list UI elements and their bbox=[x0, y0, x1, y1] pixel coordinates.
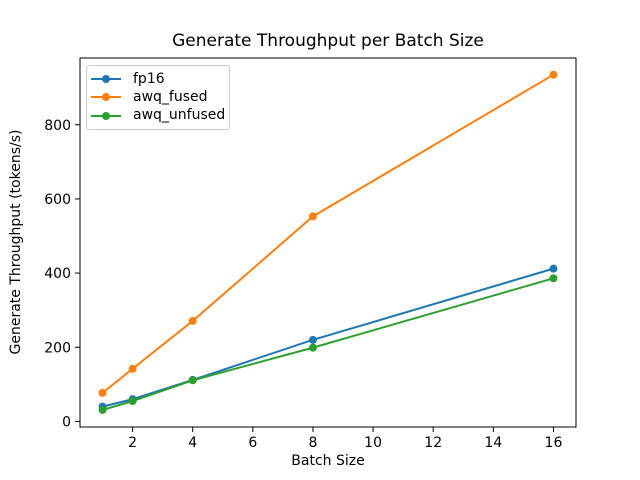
y-axis-label: Generate Throughput (tokens/s) bbox=[8, 129, 24, 355]
x-tick-label: 14 bbox=[484, 435, 502, 451]
legend-item-awq-fused: awq_fused bbox=[91, 88, 223, 106]
series-marker-awq_unfused bbox=[308, 343, 317, 352]
x-axis-label: Batch Size bbox=[291, 453, 365, 469]
y-tick-label: 0 bbox=[62, 414, 71, 430]
series-marker-awq_unfused bbox=[128, 397, 137, 406]
x-tick-label: 4 bbox=[188, 435, 197, 451]
series-marker-awq_unfused bbox=[188, 376, 197, 385]
axes-frame bbox=[79, 57, 577, 428]
x-tick-label: 10 bbox=[364, 435, 382, 451]
legend-label-awq-unfused: awq_unfused bbox=[133, 107, 226, 124]
legend-marker-dot-icon bbox=[102, 93, 110, 102]
legend-marker-dot-icon bbox=[102, 75, 110, 84]
series-marker-awq_fused bbox=[188, 316, 197, 325]
series-marker-fp16 bbox=[549, 264, 558, 273]
y-tick-label: 200 bbox=[44, 340, 71, 356]
series-marker-awq_unfused bbox=[549, 274, 558, 283]
y-tick-label: 600 bbox=[44, 192, 71, 208]
legend-line-sample-icon bbox=[91, 111, 121, 120]
x-tick-label: 8 bbox=[309, 435, 318, 451]
x-tick-label: 12 bbox=[424, 435, 442, 451]
legend: fp16 awq_fused awq_unfused bbox=[86, 65, 230, 130]
series-line-awq_unfused bbox=[102, 277, 554, 411]
legend-item-fp16: fp16 bbox=[91, 70, 223, 88]
legend-item-awq-unfused: awq_unfused bbox=[91, 107, 226, 125]
y-tick-label: 800 bbox=[44, 118, 71, 134]
series-marker-awq_fused bbox=[308, 212, 317, 221]
x-tick-label: 6 bbox=[248, 435, 257, 451]
x-tick-label: 2 bbox=[128, 435, 137, 451]
legend-label-fp16: fp16 bbox=[133, 70, 165, 87]
legend-label-awq-fused: awq_fused bbox=[133, 88, 208, 105]
chart-title: Generate Throughput per Batch Size bbox=[172, 31, 484, 51]
legend-line-sample-icon bbox=[91, 75, 121, 84]
legend-marker-dot-icon bbox=[102, 111, 110, 120]
series-marker-awq_unfused bbox=[98, 405, 107, 414]
series-marker-fp16 bbox=[308, 335, 317, 344]
series-marker-awq_fused bbox=[549, 70, 558, 79]
series-marker-awq_fused bbox=[128, 364, 137, 373]
series-marker-awq_fused bbox=[98, 388, 107, 397]
x-tick-label: 16 bbox=[545, 435, 563, 451]
y-tick-label: 400 bbox=[44, 266, 71, 282]
legend-line-sample-icon bbox=[91, 93, 121, 102]
